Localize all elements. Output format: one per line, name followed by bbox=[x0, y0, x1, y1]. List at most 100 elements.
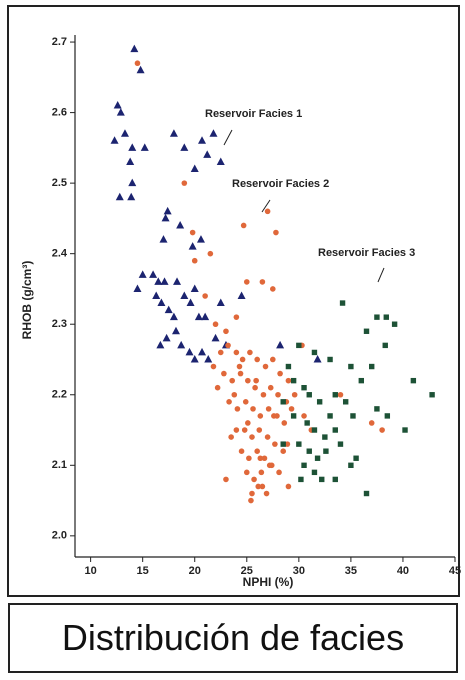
point bbox=[120, 129, 129, 137]
point bbox=[113, 101, 122, 109]
point bbox=[290, 377, 297, 384]
point bbox=[301, 413, 307, 419]
point bbox=[304, 420, 310, 426]
point bbox=[214, 384, 221, 391]
point bbox=[260, 391, 267, 398]
point bbox=[186, 298, 195, 307]
point bbox=[284, 441, 291, 447]
point bbox=[280, 448, 287, 454]
point bbox=[156, 340, 165, 349]
point bbox=[180, 143, 189, 151]
point bbox=[188, 242, 197, 250]
point bbox=[223, 328, 229, 335]
point bbox=[311, 349, 318, 356]
point bbox=[348, 462, 354, 468]
point bbox=[196, 235, 205, 243]
point bbox=[238, 448, 245, 454]
point bbox=[225, 342, 231, 349]
point bbox=[350, 413, 356, 419]
y-tick-label: 2.4 bbox=[52, 248, 68, 260]
annotation-leader bbox=[223, 129, 233, 146]
point bbox=[296, 342, 302, 349]
point bbox=[160, 277, 169, 285]
point bbox=[245, 377, 251, 384]
point bbox=[173, 277, 182, 285]
point bbox=[130, 44, 139, 53]
point bbox=[203, 150, 212, 158]
point bbox=[319, 476, 325, 483]
point bbox=[266, 462, 273, 469]
point bbox=[253, 377, 259, 384]
point bbox=[257, 413, 264, 419]
point bbox=[243, 279, 250, 285]
point bbox=[133, 284, 142, 292]
point bbox=[259, 483, 266, 490]
point bbox=[126, 157, 135, 165]
annotation: Reservoir Facies 1 bbox=[205, 108, 302, 120]
point bbox=[216, 298, 225, 307]
point bbox=[265, 406, 272, 412]
point bbox=[161, 213, 170, 222]
point bbox=[250, 406, 256, 412]
x-tick-label: 10 bbox=[84, 565, 96, 577]
x-tick-label: 20 bbox=[189, 565, 201, 577]
point bbox=[223, 476, 229, 483]
point bbox=[391, 321, 398, 327]
y-tick-label: 2.3 bbox=[52, 318, 67, 330]
point bbox=[369, 363, 375, 370]
point bbox=[228, 434, 234, 440]
point bbox=[164, 305, 173, 314]
x-tick-label: 35 bbox=[345, 565, 357, 577]
point bbox=[189, 229, 196, 236]
y-tick-label: 2.1 bbox=[52, 459, 67, 471]
point bbox=[323, 448, 329, 454]
point bbox=[374, 314, 380, 320]
point bbox=[348, 363, 354, 370]
point bbox=[285, 377, 292, 384]
point bbox=[285, 483, 292, 490]
point bbox=[339, 300, 346, 306]
point bbox=[261, 455, 268, 462]
point bbox=[276, 469, 282, 476]
chart: RHOB (g/cm³) NPHI (%) 2.0 2.1 2.2 2.3 2.4 2.5… bbox=[7, 5, 461, 597]
point bbox=[190, 354, 199, 363]
point bbox=[262, 363, 269, 370]
point bbox=[306, 448, 312, 454]
point bbox=[136, 65, 145, 74]
point bbox=[241, 427, 248, 433]
point bbox=[270, 286, 276, 292]
point bbox=[327, 413, 333, 419]
annotation: Reservoir Facies 3 bbox=[318, 247, 415, 259]
point bbox=[177, 340, 186, 349]
point bbox=[255, 483, 262, 490]
point bbox=[281, 420, 288, 426]
point bbox=[202, 293, 208, 299]
point bbox=[332, 392, 338, 398]
point bbox=[194, 312, 203, 321]
point bbox=[233, 427, 240, 433]
annotation-leader bbox=[377, 267, 385, 283]
point bbox=[204, 354, 213, 363]
point bbox=[301, 385, 307, 391]
point bbox=[384, 413, 391, 419]
y-tick-label: 2.2 bbox=[52, 389, 67, 401]
point bbox=[134, 60, 141, 67]
point bbox=[190, 164, 199, 173]
point bbox=[342, 399, 349, 405]
point bbox=[263, 490, 270, 497]
point bbox=[374, 406, 380, 412]
point bbox=[169, 129, 178, 137]
point bbox=[327, 356, 333, 363]
point bbox=[115, 192, 124, 201]
point bbox=[280, 399, 286, 405]
point bbox=[198, 347, 207, 356]
point bbox=[246, 455, 252, 462]
point bbox=[322, 434, 328, 440]
x-tick-label: 40 bbox=[397, 565, 409, 577]
y-tick-label: 2.0 bbox=[52, 530, 67, 542]
point bbox=[264, 208, 271, 215]
point bbox=[277, 370, 283, 377]
point bbox=[169, 312, 178, 321]
point bbox=[410, 377, 417, 384]
point bbox=[236, 363, 243, 370]
